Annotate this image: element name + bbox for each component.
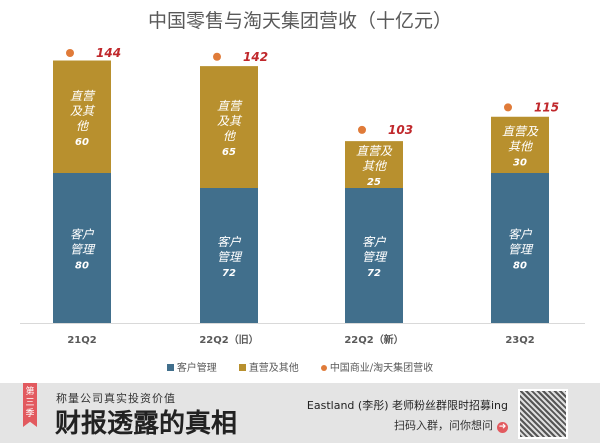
data-label-text: 及其 <box>217 114 243 128</box>
data-label-text: 及其 <box>70 104 96 118</box>
data-label-value: 25 <box>367 177 381 188</box>
data-label-value: 65 <box>222 147 236 158</box>
data-label-value: 60 <box>75 137 89 148</box>
data-label-text: 客户 <box>217 235 242 249</box>
chart-title: 中国零售与淘天集团营收（十亿元） <box>147 10 452 32</box>
x-tick-label: 23Q2 <box>505 335 534 346</box>
bar-direct <box>345 141 403 188</box>
bar-customer-mgmt <box>200 188 258 323</box>
data-label-value: 72 <box>222 268 236 279</box>
data-label-text: 客户 <box>508 228 533 242</box>
x-tick-label: 22Q2（旧） <box>199 333 258 346</box>
data-label-value: 80 <box>75 261 89 272</box>
data-label-text: 管理 <box>70 243 96 257</box>
season-tag: 第三季 <box>23 383 37 427</box>
banner-title: 财报透露的真相 <box>55 409 238 439</box>
legend-item-total: 中国商业/淘天集团营收 <box>320 359 434 374</box>
legend-label: 客户管理 <box>176 363 217 374</box>
total-label: 142 <box>243 50 268 64</box>
banner-promo: Eastland (李彤) 老师粉丝群限时招募ing <box>306 399 508 412</box>
total-point <box>213 52 221 61</box>
banner-cta[interactable]: 扫码入群，问你想问 ➜ <box>394 417 508 433</box>
total-point <box>504 103 512 112</box>
legend-item-customer-mgmt: 客户管理 <box>166 359 217 374</box>
data-label-text: 客户 <box>70 228 95 242</box>
promo-banner[interactable]: 第三季 称量公司真实投资价值 财报透露的真相 Eastland (李彤) 老师粉… <box>0 383 600 443</box>
data-label-value: 72 <box>367 268 381 279</box>
data-label-text: 管理 <box>362 250 388 264</box>
data-label-text: 管理 <box>508 243 534 257</box>
arrow-right-icon: ➜ <box>497 422 508 433</box>
data-label-text: 客户 <box>362 235 387 249</box>
total-point <box>358 125 366 134</box>
bar-customer-mgmt <box>345 188 403 323</box>
cta-text: 扫码入群，问你想问 <box>394 419 493 432</box>
total-label: 103 <box>388 123 413 137</box>
total-label: 115 <box>534 100 559 114</box>
x-tick-label: 22Q2（新） <box>344 333 403 346</box>
legend-label: 中国商业/淘天集团营收 <box>329 363 434 374</box>
bar-direct <box>491 116 549 173</box>
data-label-text: 其他 <box>362 159 388 173</box>
legend-item-direct: 直营及其他 <box>238 359 299 374</box>
bar-customer-mgmt <box>53 173 111 323</box>
stacked-bar-chart: 客户管理80直营及其他6014421Q2客户管理72直营及其他6514222Q2… <box>20 46 585 346</box>
data-label-value: 30 <box>513 157 527 168</box>
data-label-text: 直营 <box>217 99 243 113</box>
legend: 客户管理 直营及其他 中国商业/淘天集团营收 <box>0 359 600 374</box>
total-point <box>66 49 74 57</box>
bar-customer-mgmt <box>491 173 549 323</box>
x-tick-label: 21Q2 <box>67 335 96 346</box>
data-label-text: 他 <box>223 129 237 143</box>
data-label-text: 直营及 <box>502 124 539 138</box>
banner-subtitle: 称量公司真实投资价值 <box>56 392 176 405</box>
qr-code <box>518 389 568 439</box>
data-label-text: 直营 <box>70 89 96 103</box>
bar-direct <box>200 66 258 188</box>
data-label-text: 他 <box>76 119 90 133</box>
data-label-text: 管理 <box>217 250 243 264</box>
bar-direct <box>53 60 111 173</box>
data-label-text: 直营及 <box>356 144 393 158</box>
data-label-text: 其他 <box>508 139 534 153</box>
legend-label: 直营及其他 <box>248 363 299 374</box>
total-label: 144 <box>96 46 121 60</box>
data-label-value: 80 <box>513 261 527 272</box>
